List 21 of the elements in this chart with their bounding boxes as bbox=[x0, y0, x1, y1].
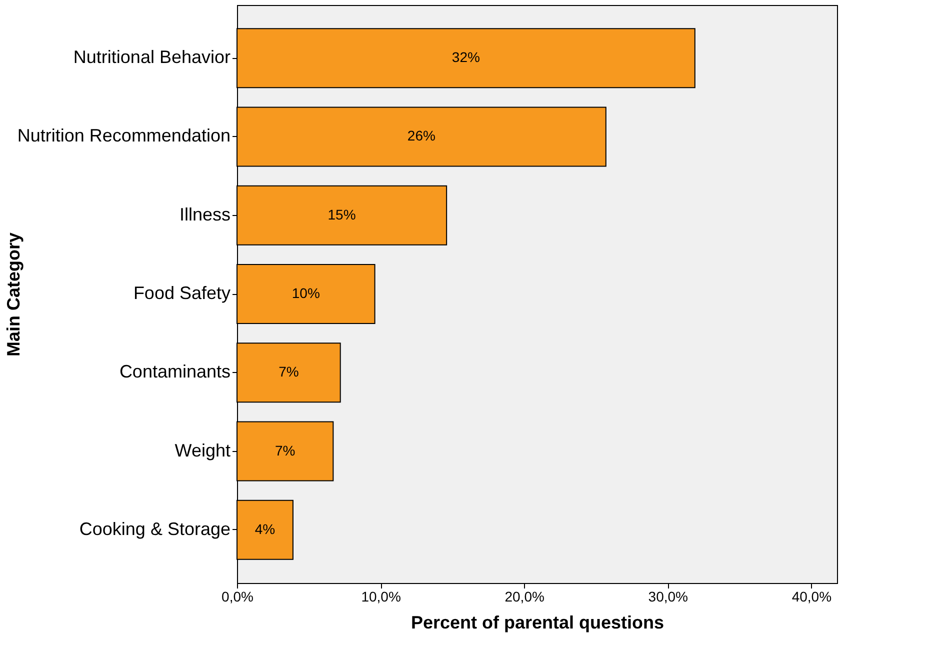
x-tick-label: 10,0% bbox=[361, 588, 401, 604]
x-tick-label: 20,0% bbox=[504, 588, 544, 604]
y-tick-label: Illness bbox=[179, 204, 230, 224]
data-label: 7% bbox=[274, 442, 296, 458]
data-label: 7% bbox=[278, 364, 299, 380]
y-tick-label: Cooking & Storage bbox=[79, 518, 230, 539]
data-label: 4% bbox=[254, 520, 276, 537]
data-label: 15% bbox=[328, 206, 356, 222]
y-tick-label: Nutritional Behavior bbox=[73, 47, 231, 68]
x-tick-label: 0,0% bbox=[222, 588, 254, 604]
data-label: 32% bbox=[452, 49, 480, 66]
data-label: 26% bbox=[407, 128, 436, 144]
y-axis-title: Main Category bbox=[4, 232, 24, 357]
data-label: 10% bbox=[292, 285, 320, 301]
y-tick-label: Weight bbox=[174, 440, 230, 460]
x-tick-label: 30,0% bbox=[648, 588, 688, 604]
y-tick-label: Food Safety bbox=[133, 283, 230, 303]
y-tick-label: Contaminants bbox=[119, 362, 230, 382]
x-axis-title: Percent of parental questions bbox=[410, 612, 664, 632]
y-tick-label: Nutrition Recommendation bbox=[17, 126, 230, 146]
x-tick-label: 40,0% bbox=[792, 588, 832, 604]
